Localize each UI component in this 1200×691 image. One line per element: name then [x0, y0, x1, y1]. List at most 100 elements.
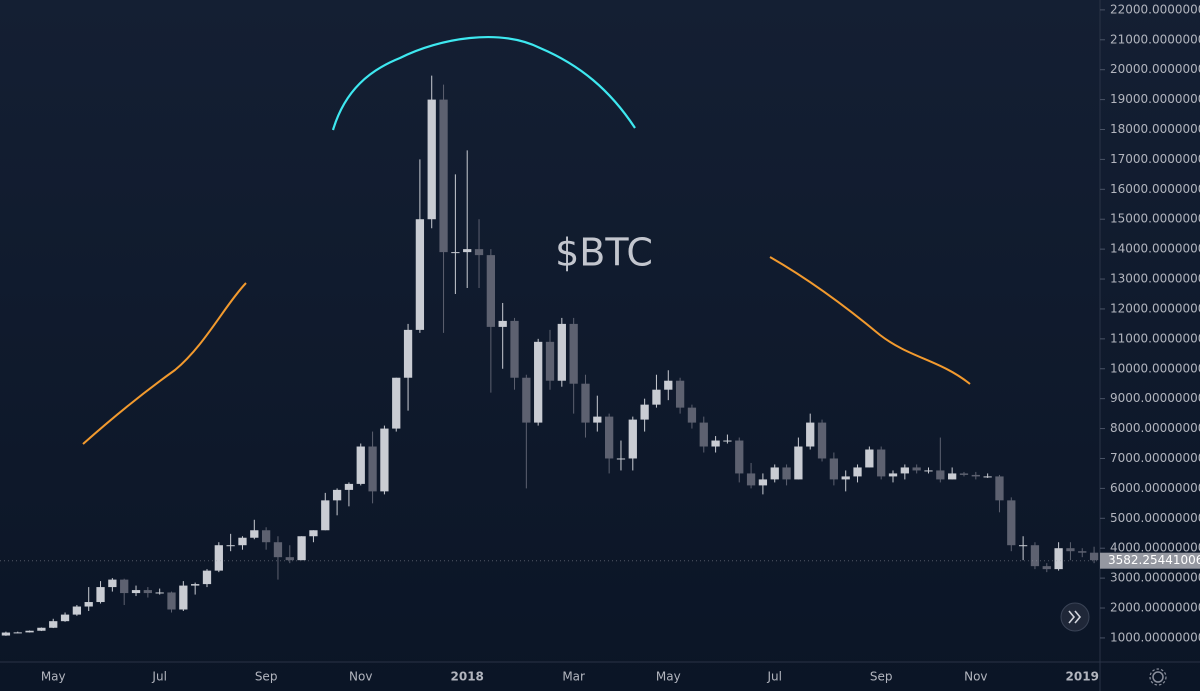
candle-body	[723, 440, 732, 442]
candle-body	[948, 473, 957, 480]
plot-area	[1, 75, 1099, 636]
candle-body	[735, 440, 744, 474]
candle-body	[131, 590, 141, 594]
x-tick-label: Mar	[562, 670, 585, 684]
x-tick-label: Sep	[255, 670, 278, 684]
y-tick-label: 12000.00000000	[1110, 301, 1200, 315]
y-tick-label: 9000.00000000	[1110, 391, 1200, 405]
candle-body	[486, 255, 495, 327]
last-price-box	[1100, 552, 1200, 569]
candle-body	[451, 252, 460, 254]
candle-body	[439, 99, 448, 253]
candle-body	[415, 219, 425, 330]
y-tick-label: 17000.00000000	[1110, 152, 1200, 166]
y-tick-label: 14000.00000000	[1110, 242, 1200, 256]
x-tick-label: May	[656, 670, 681, 684]
candle-body	[498, 320, 507, 327]
y-tick-label: 11000.00000000	[1110, 331, 1200, 345]
candle-body	[120, 579, 129, 594]
candle-body	[392, 377, 401, 429]
candle-body	[273, 542, 283, 558]
y-tick-label: 15000.00000000	[1110, 212, 1200, 226]
candle-body	[321, 500, 330, 531]
candle-body	[214, 545, 223, 571]
y-tick-label: 10000.00000000	[1110, 361, 1200, 375]
candle-body	[865, 449, 874, 468]
candle-body	[675, 380, 685, 408]
candle-body	[605, 416, 614, 459]
x-tick-label: May	[41, 670, 66, 684]
candle-body	[1007, 500, 1016, 546]
candle-body	[1, 632, 11, 636]
y-tick-label: 16000.00000000	[1110, 182, 1200, 196]
candle-body	[1054, 548, 1063, 570]
scroll-button[interactable]	[1060, 602, 1090, 632]
candle-body	[971, 474, 980, 477]
candle-body	[332, 489, 342, 501]
candle-body	[841, 476, 850, 480]
x-tick-label: Nov	[964, 670, 987, 684]
candle-body	[640, 404, 649, 420]
candle-body	[368, 446, 377, 492]
candle-body	[202, 570, 212, 585]
y-tick-label: 3000.00000000	[1110, 571, 1200, 585]
x-tick-label: Jul	[766, 670, 781, 684]
candle-body	[758, 479, 768, 486]
candle-body	[628, 419, 637, 459]
candle-body	[959, 473, 969, 475]
y-tick-label: 2000.00000000	[1110, 601, 1200, 615]
candle-body	[569, 323, 578, 384]
y-tick-label: 20000.00000000	[1110, 62, 1200, 76]
candle-body	[581, 383, 590, 423]
y-tick-label: 7000.00000000	[1110, 451, 1200, 465]
candle-body	[96, 587, 105, 603]
y-tick-label: 5000.00000000	[1110, 511, 1200, 525]
candle-body	[474, 249, 484, 256]
candle-body	[25, 630, 34, 633]
candle-body	[463, 249, 472, 253]
candle-body	[900, 467, 909, 474]
candle-body	[191, 584, 200, 586]
candle-body	[557, 323, 566, 381]
cyan-drawing	[331, 35, 636, 131]
candle-body	[37, 627, 46, 631]
y-tick-label: 8000.00000000	[1110, 421, 1200, 435]
y-tick-label: 22000.00000000	[1110, 2, 1200, 16]
x-tick-label: Jul	[151, 670, 166, 684]
y-tick-label: 1000.00000000	[1110, 630, 1200, 644]
candle-body	[545, 341, 555, 381]
candle-body	[1078, 551, 1087, 553]
settings-icon[interactable]	[1149, 668, 1167, 686]
candle-body	[817, 422, 827, 459]
annotation: $BTC	[555, 231, 653, 275]
candle-body	[522, 377, 531, 423]
y-tick-label: 21000.00000000	[1110, 32, 1200, 46]
candle-body	[888, 473, 898, 477]
candle-body	[1018, 545, 1028, 547]
candle-body	[179, 585, 188, 610]
candle-body	[143, 590, 152, 594]
candle-body	[403, 329, 413, 378]
candle-body	[250, 530, 259, 538]
candle-body	[510, 320, 519, 378]
candle-body	[261, 530, 271, 543]
orange-drawing-left	[82, 282, 247, 445]
candle-body	[912, 467, 921, 471]
candle-body	[711, 440, 720, 447]
candle-body	[297, 536, 306, 561]
candle-body	[652, 389, 661, 405]
candle-body	[60, 614, 70, 622]
candle-body	[49, 621, 58, 628]
candle-body	[794, 446, 803, 480]
candle-body	[380, 428, 389, 492]
candle-body	[746, 473, 756, 486]
candle-body	[806, 422, 815, 447]
x-tick-label: Sep	[870, 670, 893, 684]
candle-body	[593, 416, 602, 423]
candle-body	[285, 557, 294, 561]
candle-body	[877, 449, 886, 477]
orange-drawing-right	[769, 256, 971, 385]
candle-body	[72, 606, 82, 615]
